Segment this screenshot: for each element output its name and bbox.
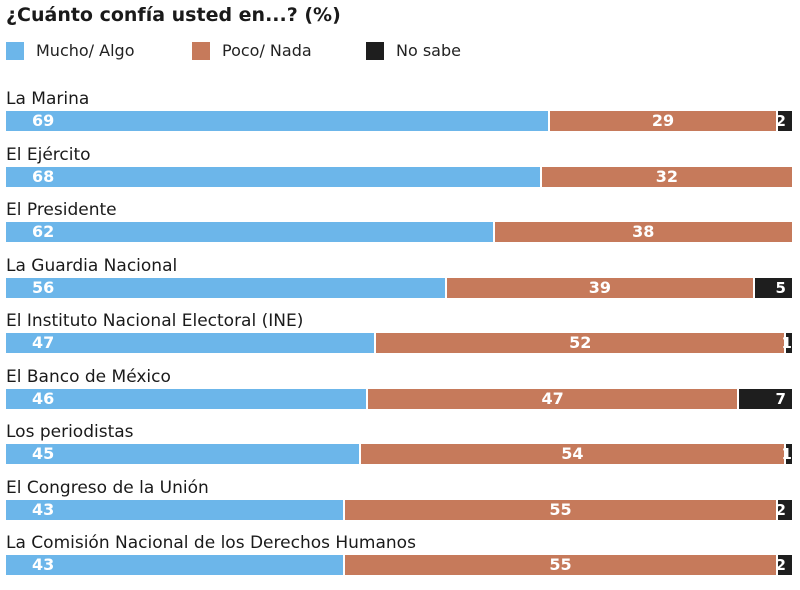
stacked-bar: 56 39 5 xyxy=(6,277,794,298)
bar-segment-poco-nada: 38 xyxy=(494,222,794,242)
value-label-poco-nada: 47 xyxy=(541,388,564,408)
bar-row: La Marina 69 29 2 xyxy=(6,89,794,137)
category-label: La Guardia Nacional xyxy=(6,255,178,276)
stacked-bar: 45 54 1 xyxy=(6,444,794,464)
bar-segment-mucho-algo: 69 xyxy=(6,111,550,131)
stacked-bar: 62 38 xyxy=(6,222,794,242)
bar-segment-mucho-algo: 43 xyxy=(6,555,345,575)
value-label-mucho-algo: 69 xyxy=(32,111,55,130)
bar-segment-poco-nada: 39 xyxy=(447,277,755,298)
category-label: La Comisión Nacional de los Derechos Hum… xyxy=(6,533,416,553)
legend-label: No sabe xyxy=(396,41,461,60)
bar-segment-mucho-algo: 56 xyxy=(6,277,448,298)
value-label-poco-nada: 29 xyxy=(651,111,675,130)
bar-segment-mucho-algo: 47 xyxy=(6,333,377,353)
bar-segment-no-sabe: 1 xyxy=(782,444,794,464)
value-label-no-sabe: 2 xyxy=(775,556,786,574)
bar-row: La Guardia Nacional 56 39 5 xyxy=(6,256,794,304)
value-label-poco-nada: 38 xyxy=(632,222,655,241)
value-label-poco-nada: 39 xyxy=(588,277,612,297)
value-label-mucho-algo: 56 xyxy=(32,277,55,297)
value-label-no-sabe: 2 xyxy=(775,500,786,519)
bar-segment-poco-nada: 55 xyxy=(344,499,779,520)
category-label: La Marina xyxy=(6,89,90,109)
bar-segment-no-sabe: 2 xyxy=(775,555,794,575)
bar-segment-poco-nada: 47 xyxy=(368,388,739,409)
stacked-bar: 46 47 7 xyxy=(6,388,794,409)
value-label-no-sabe: 7 xyxy=(775,389,786,408)
legend-swatch xyxy=(192,42,210,60)
value-label-mucho-algo: 62 xyxy=(32,222,55,241)
bar-row: La Comisión Nacional de los Derechos Hum… xyxy=(6,533,794,581)
bar-segment-poco-nada: 52 xyxy=(376,333,787,353)
chart-title: ¿Cuánto confía usted en...? (%) xyxy=(6,4,341,26)
legend-label: Poco/ Nada xyxy=(222,41,312,60)
legend-swatch xyxy=(366,42,384,60)
stacked-bar: 43 55 2 xyxy=(6,555,794,575)
bar-segment-mucho-algo: 46 xyxy=(6,388,369,409)
category-label: Los periodistas xyxy=(6,422,134,442)
stacked-bar: 69 29 2 xyxy=(6,111,794,131)
bar-row: El Ejército 68 32 xyxy=(6,145,794,193)
value-label-no-sabe: 1 xyxy=(781,334,792,352)
stacked-bar: 43 55 2 xyxy=(6,499,794,520)
category-label: El Ejército xyxy=(6,144,91,165)
value-label-no-sabe: 1 xyxy=(781,445,792,463)
value-label-poco-nada: 54 xyxy=(561,444,584,463)
value-label-no-sabe: 5 xyxy=(775,278,786,297)
value-label-poco-nada: 55 xyxy=(549,555,572,574)
value-label-mucho-algo: 43 xyxy=(32,555,55,574)
value-label-mucho-algo: 47 xyxy=(32,333,55,352)
value-label-poco-nada: 52 xyxy=(569,333,592,352)
bar-segment-mucho-algo: 45 xyxy=(6,444,361,464)
category-label: El Congreso de la Unión xyxy=(6,477,209,498)
bar-segment-mucho-algo: 68 xyxy=(6,166,542,187)
bar-segment-mucho-algo: 62 xyxy=(6,222,495,242)
bar-row: El Presidente 62 38 xyxy=(6,200,794,248)
bar-segment-poco-nada: 32 xyxy=(541,166,794,187)
category-label: El Banco de México xyxy=(6,366,171,387)
category-label: El Presidente xyxy=(6,200,117,220)
stacked-bar: 68 32 xyxy=(6,166,794,187)
bar-segment-poco-nada: 55 xyxy=(344,555,779,575)
value-label-mucho-algo: 68 xyxy=(32,166,55,186)
category-label: El Instituto Nacional Electoral (INE) xyxy=(6,311,304,331)
bar-row: Los periodistas 45 54 1 xyxy=(6,422,794,470)
legend-swatch xyxy=(6,42,24,60)
legend-label: Mucho/ Algo xyxy=(36,41,135,60)
bar-segment-poco-nada: 29 xyxy=(549,111,779,131)
bar-segment-no-sabe: 1 xyxy=(782,333,794,353)
bar-segment-no-sabe: 5 xyxy=(754,277,794,298)
bar-segment-mucho-algo: 43 xyxy=(6,499,345,520)
value-label-mucho-algo: 46 xyxy=(32,388,55,408)
chart-legend: Mucho/ Algo Poco/ Nada No sabe xyxy=(6,40,796,62)
value-label-mucho-algo: 43 xyxy=(32,499,55,519)
stacked-bar: 47 52 1 xyxy=(6,333,794,353)
bar-segment-no-sabe: 2 xyxy=(775,499,794,520)
value-label-no-sabe: 2 xyxy=(775,112,786,130)
value-label-poco-nada: 32 xyxy=(655,166,679,186)
bar-row: El Congreso de la Unión 43 55 2 xyxy=(6,478,794,526)
bar-row: El Instituto Nacional Electoral (INE) 47 5… xyxy=(6,311,794,359)
bar-segment-poco-nada: 54 xyxy=(360,444,787,464)
value-label-mucho-algo: 45 xyxy=(32,444,55,463)
bar-row: El Banco de México 46 47 7 xyxy=(6,367,794,415)
value-label-poco-nada: 55 xyxy=(549,499,572,519)
bar-segment-no-sabe: 2 xyxy=(775,111,794,131)
bar-segment-no-sabe: 7 xyxy=(738,388,794,409)
